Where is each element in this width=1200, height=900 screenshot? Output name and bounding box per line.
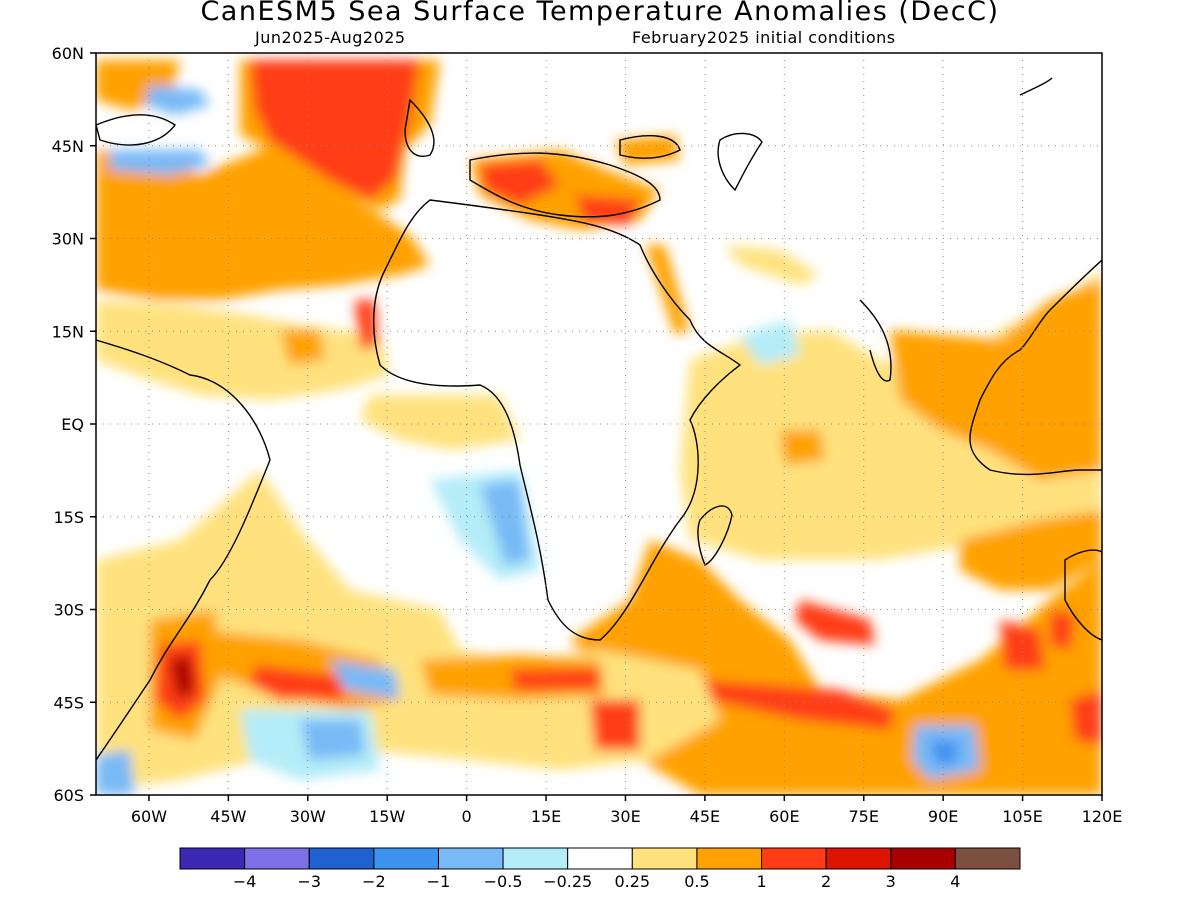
lon-tick-label: 15E [531,807,561,826]
colorbar-legend: −4 −3 −2 −1 −0.5 −0.25 0.25 0.5 1 2 3 4 [179,847,1021,891]
colorbar-swatch [825,847,892,870]
lon-tick-label: 45W [210,807,246,826]
colorbar-swatch [761,847,827,870]
lat-tick-label: 15N [52,322,84,341]
lon-tick-label: 30W [290,807,326,826]
lon-tick-label: 45E [690,807,720,826]
colorbar-label: −4 [233,872,257,891]
grid-lines [96,53,1102,795]
lat-tick-label: 30N [52,230,84,249]
colorbar-label: 3 [886,872,896,891]
lon-tick-label: 15W [369,807,405,826]
colorbar-swatch [308,847,375,870]
colorbar-swatch [631,847,698,870]
lon-tick-label: 90E [928,807,958,826]
colorbar-label: 0.25 [614,872,650,891]
lat-tick-label: 60N [52,44,84,63]
lon-tick-label: 60W [131,807,167,826]
lat-tick-label: 30S [53,601,84,620]
colorbar-label: −0.25 [543,872,592,891]
colorbar-label: −1 [427,872,451,891]
lon-tick-label: 30E [610,807,640,826]
colorbar-label: 4 [950,872,960,891]
colorbar-swatch [244,847,310,870]
colorbar-swatch [890,847,956,870]
colorbar-label: 1 [756,872,766,891]
initial-conditions: February2025 initial conditions [632,28,896,47]
colorbar-swatch [179,847,246,870]
lat-tick-label: 15S [53,508,84,527]
lon-tick-label: 75E [849,807,879,826]
lon-tick-label: 120E [1082,807,1123,826]
colorbar-swatch [567,847,633,870]
lon-tick-label: 105E [1002,807,1043,826]
lat-tick-label: 60S [53,786,84,805]
latitude-axis: 60N 45N 30N 15N EQ 15S 30S 45S 60S [52,44,96,805]
colorbar-label: −2 [362,872,386,891]
lat-tick-label: 45S [53,693,84,712]
colorbar-swatch [696,847,763,870]
colorbar-swatch [437,847,504,870]
colorbar-swatch [954,847,1021,870]
lon-tick-label: 60E [769,807,799,826]
lat-tick-label: EQ [61,415,84,434]
colorbar-label: −0.5 [484,872,523,891]
colorbar-swatch [502,847,569,870]
longitude-axis: 60W 45W 30W 15W 0 15E 30E 45E 60E 75E 90E 105E 120E [131,795,1122,826]
colorbar-label: 0.5 [684,872,709,891]
colorbar-label: 2 [821,872,831,891]
chart-title: CanESM5 Sea Surface Temperature Anomalie… [200,0,1000,27]
anomaly-field [96,53,1102,795]
colorbar-label: −3 [297,872,321,891]
coastlines [96,77,1102,761]
forecast-period: Jun2025-Aug2025 [255,28,406,47]
lon-tick-label: 0 [462,807,472,826]
lat-tick-label: 45N [52,137,84,156]
colorbar-swatch [373,847,439,870]
